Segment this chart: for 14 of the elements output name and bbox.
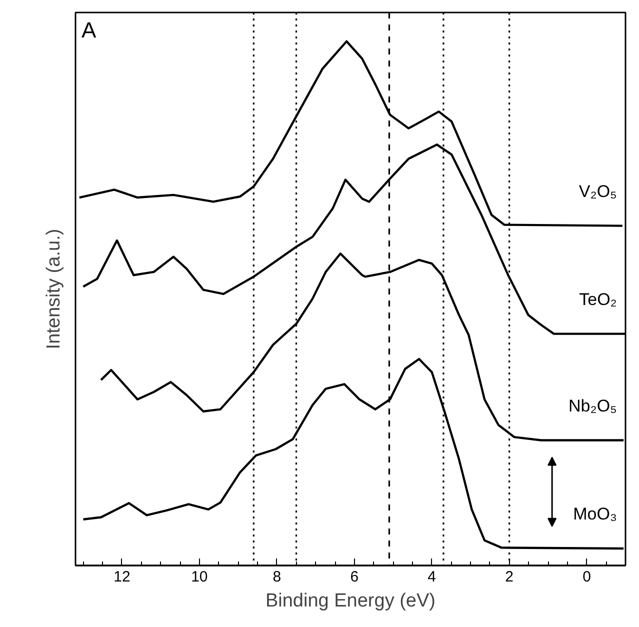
annotation: A — [82, 18, 96, 42]
legend-label: MoO₃ — [573, 504, 617, 524]
series-label: TeO₂ — [579, 290, 617, 309]
y-axis-title: Intensity (a.u.) — [44, 228, 64, 350]
x-tick-label: 12 — [114, 568, 130, 586]
x-axis-title: Binding Energy (eV) — [265, 590, 436, 612]
x-tick-label: 8 — [272, 568, 282, 586]
x-tick-label: 4 — [428, 568, 436, 586]
series-label: V₂O₅ — [578, 182, 617, 201]
series-label: Nb₂O₅ — [568, 396, 617, 416]
x-tick-label: 0 — [582, 568, 591, 586]
x-tick-label: 2 — [505, 568, 514, 586]
x-tick-label: 6 — [350, 568, 359, 586]
x-tick-label: 10 — [191, 568, 208, 586]
